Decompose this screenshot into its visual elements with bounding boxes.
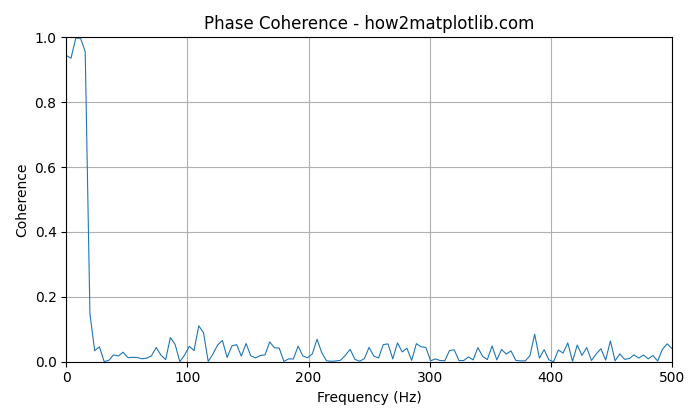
Y-axis label: Coherence: Coherence [15, 163, 29, 237]
X-axis label: Frequency (Hz): Frequency (Hz) [316, 391, 421, 405]
Title: Phase Coherence - how2matplotlib.com: Phase Coherence - how2matplotlib.com [204, 15, 534, 33]
